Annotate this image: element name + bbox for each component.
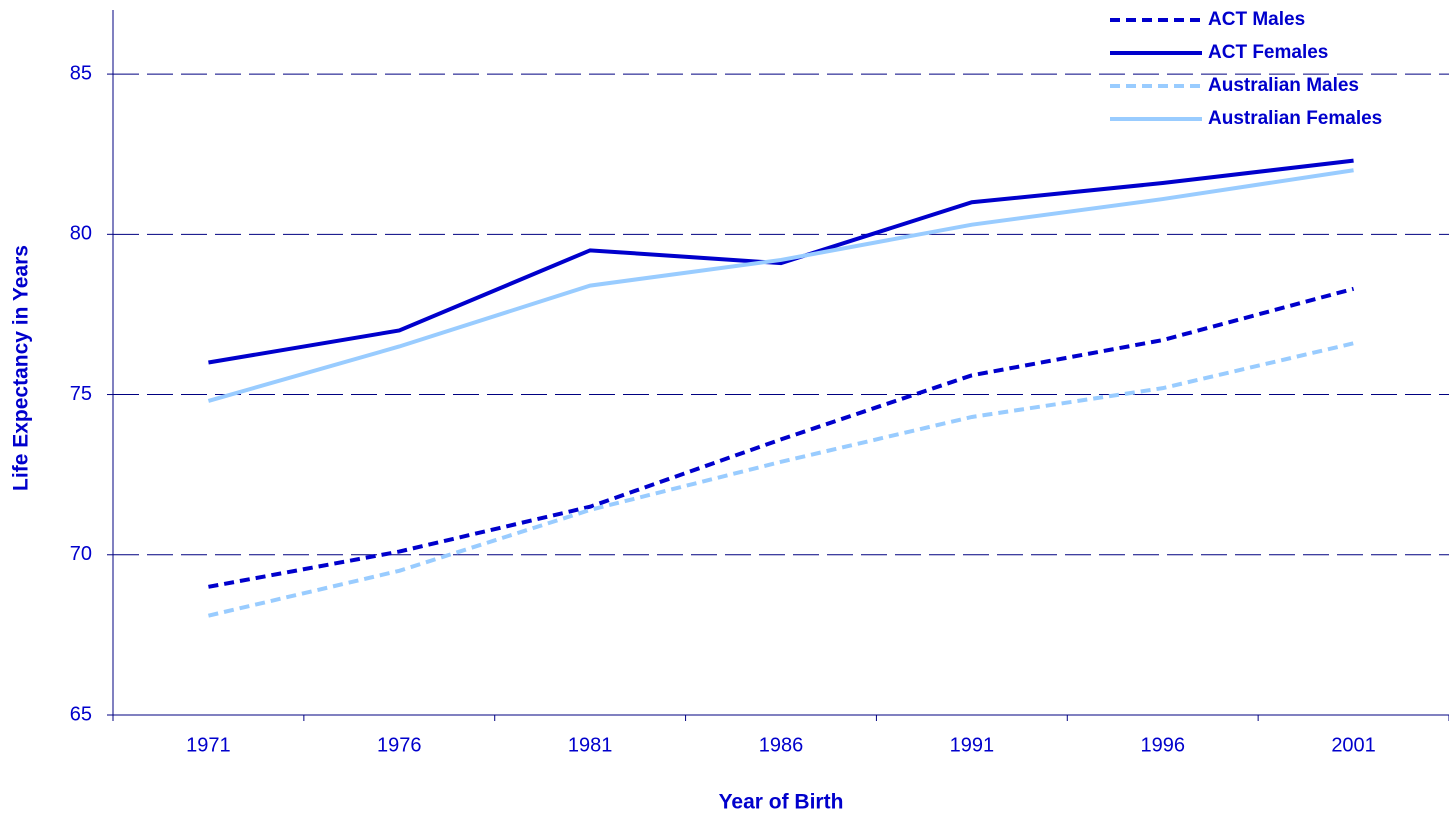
y-tick-label: 80 (70, 223, 92, 245)
legend-label: ACT Males (1208, 9, 1305, 30)
x-tick-label: 2001 (1331, 734, 1376, 756)
x-tick-label: 1976 (377, 734, 422, 756)
y-tick-label: 75 (70, 383, 92, 405)
series-line (207, 341, 1355, 618)
y-tick-label: 65 (70, 703, 92, 725)
x-tick-label: 1986 (759, 734, 804, 756)
x-tick-label: 1991 (950, 734, 995, 756)
series-line (208, 286, 1355, 589)
y-tick-label: 70 (70, 543, 92, 565)
x-tick-label: 1981 (568, 734, 613, 756)
x-tick-label: 1971 (186, 734, 231, 756)
legend-label: Australian Females (1208, 108, 1382, 129)
legend-label: Australian Males (1208, 75, 1359, 96)
y-tick-label: 85 (70, 62, 92, 84)
y-axis-title: Life Expectancy in Years (10, 245, 33, 491)
series-line (207, 168, 1354, 403)
x-tick-label: 1996 (1140, 734, 1185, 756)
series-line (208, 158, 1354, 365)
x-axis-title: Year of Birth (719, 791, 844, 814)
legend-label: ACT Females (1208, 42, 1328, 63)
